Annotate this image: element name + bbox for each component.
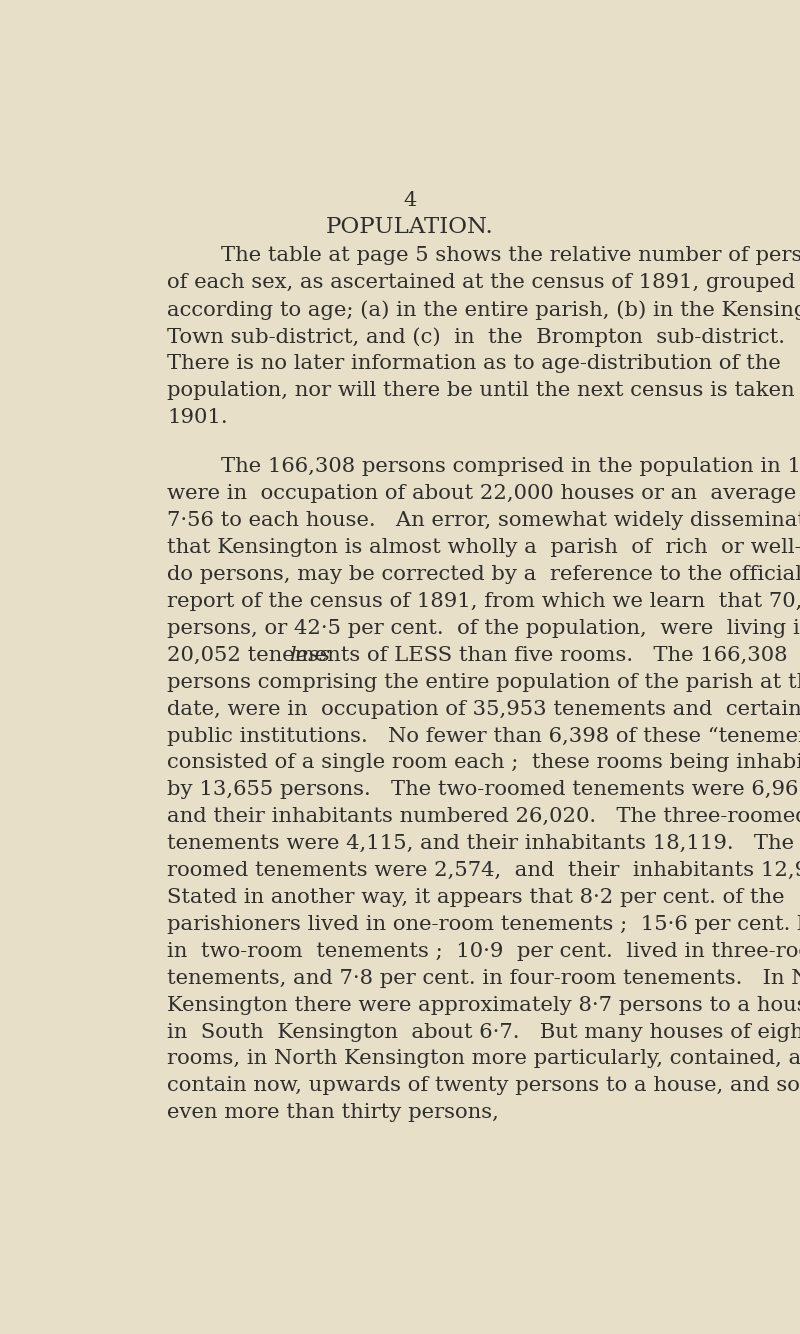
Text: in  two-room  tenements ;  10·9  per cent.  lived in three-room: in two-room tenements ; 10·9 per cent. l… xyxy=(167,942,800,960)
Text: 4: 4 xyxy=(403,191,417,211)
Text: Town sub-district, and (c)  in  the  Brompton  sub-district.: Town sub-district, and (c) in the Brompt… xyxy=(167,327,785,347)
Text: report of the census of 1891, from which we learn  that 70,718: report of the census of 1891, from which… xyxy=(167,592,800,611)
Text: by 13,655 persons.   The two-roomed tenements were 6,965,: by 13,655 persons. The two-roomed teneme… xyxy=(167,780,800,799)
Text: The table at page 5 shows the relative number of persons: The table at page 5 shows the relative n… xyxy=(167,247,800,265)
Text: rooms, in North Kensington more particularly, contained, and: rooms, in North Kensington more particul… xyxy=(167,1050,800,1069)
Text: were in  occupation of about 22,000 houses or an  average of: were in occupation of about 22,000 house… xyxy=(167,484,800,503)
Text: in  South  Kensington  about 6·7.   But many houses of eight: in South Kensington about 6·7. But many … xyxy=(167,1022,800,1042)
Text: persons comprising the entire population of the parish at that: persons comprising the entire population… xyxy=(167,672,800,691)
Text: tenements were 4,115, and their inhabitants 18,119.   The four-: tenements were 4,115, and their inhabita… xyxy=(167,834,800,854)
Text: according to age; (a) in the entire parish, (b) in the Kensington: according to age; (a) in the entire pari… xyxy=(167,300,800,320)
Text: The 166,308 persons comprised in the population in 1891,: The 166,308 persons comprised in the pop… xyxy=(167,458,800,476)
Text: There is no later information as to age-distribution of the: There is no later information as to age-… xyxy=(167,354,781,374)
Text: do persons, may be corrected by a  reference to the official: do persons, may be corrected by a refere… xyxy=(167,566,800,584)
Text: 20,052 tenements of LESS than five rooms.   The 166,308: 20,052 tenements of LESS than five rooms… xyxy=(167,646,787,664)
Text: Stated in another way, it appears that 8·2 per cent. of the: Stated in another way, it appears that 8… xyxy=(167,888,785,907)
Text: less: less xyxy=(290,646,330,664)
Text: persons, or 42·5 per cent.  of the population,  were  living in: persons, or 42·5 per cent. of the popula… xyxy=(167,619,800,638)
Text: tenements, and 7·8 per cent. in four-room tenements.   In North: tenements, and 7·8 per cent. in four-roo… xyxy=(167,968,800,987)
Text: 1901.: 1901. xyxy=(167,408,227,427)
Text: date, were in  occupation of 35,953 tenements and  certain: date, were in occupation of 35,953 tenem… xyxy=(167,699,800,719)
Text: Kensington there were approximately 8·7 persons to a house ;: Kensington there were approximately 8·7 … xyxy=(167,995,800,1015)
Text: of each sex, as ascertained at the census of 1891, grouped: of each sex, as ascertained at the censu… xyxy=(167,273,795,292)
Text: that Kensington is almost wholly a  parish  of  rich  or well-to-: that Kensington is almost wholly a paris… xyxy=(167,538,800,558)
Text: public institutions.   No fewer than 6,398 of these “tenements”: public institutions. No fewer than 6,398… xyxy=(167,727,800,746)
Text: roomed tenements were 2,574,  and  their  inhabitants 12,924.: roomed tenements were 2,574, and their i… xyxy=(167,860,800,880)
Text: consisted of a single room each ;  these rooms being inhabited: consisted of a single room each ; these … xyxy=(167,754,800,772)
Text: POPULATION.: POPULATION. xyxy=(326,216,494,237)
Text: parishioners lived in one-room tenements ;  15·6 per cent. lived: parishioners lived in one-room tenements… xyxy=(167,915,800,934)
Text: even more than thirty persons,: even more than thirty persons, xyxy=(167,1103,499,1122)
Text: 7·56 to each house.   An error, somewhat widely disseminated,: 7·56 to each house. An error, somewhat w… xyxy=(167,511,800,530)
Text: and their inhabitants numbered 26,020.   The three-roomed: and their inhabitants numbered 26,020. T… xyxy=(167,807,800,826)
Text: contain now, upwards of twenty persons to a house, and some: contain now, upwards of twenty persons t… xyxy=(167,1077,800,1095)
Text: population, nor will there be until the next census is taken in: population, nor will there be until the … xyxy=(167,382,800,400)
